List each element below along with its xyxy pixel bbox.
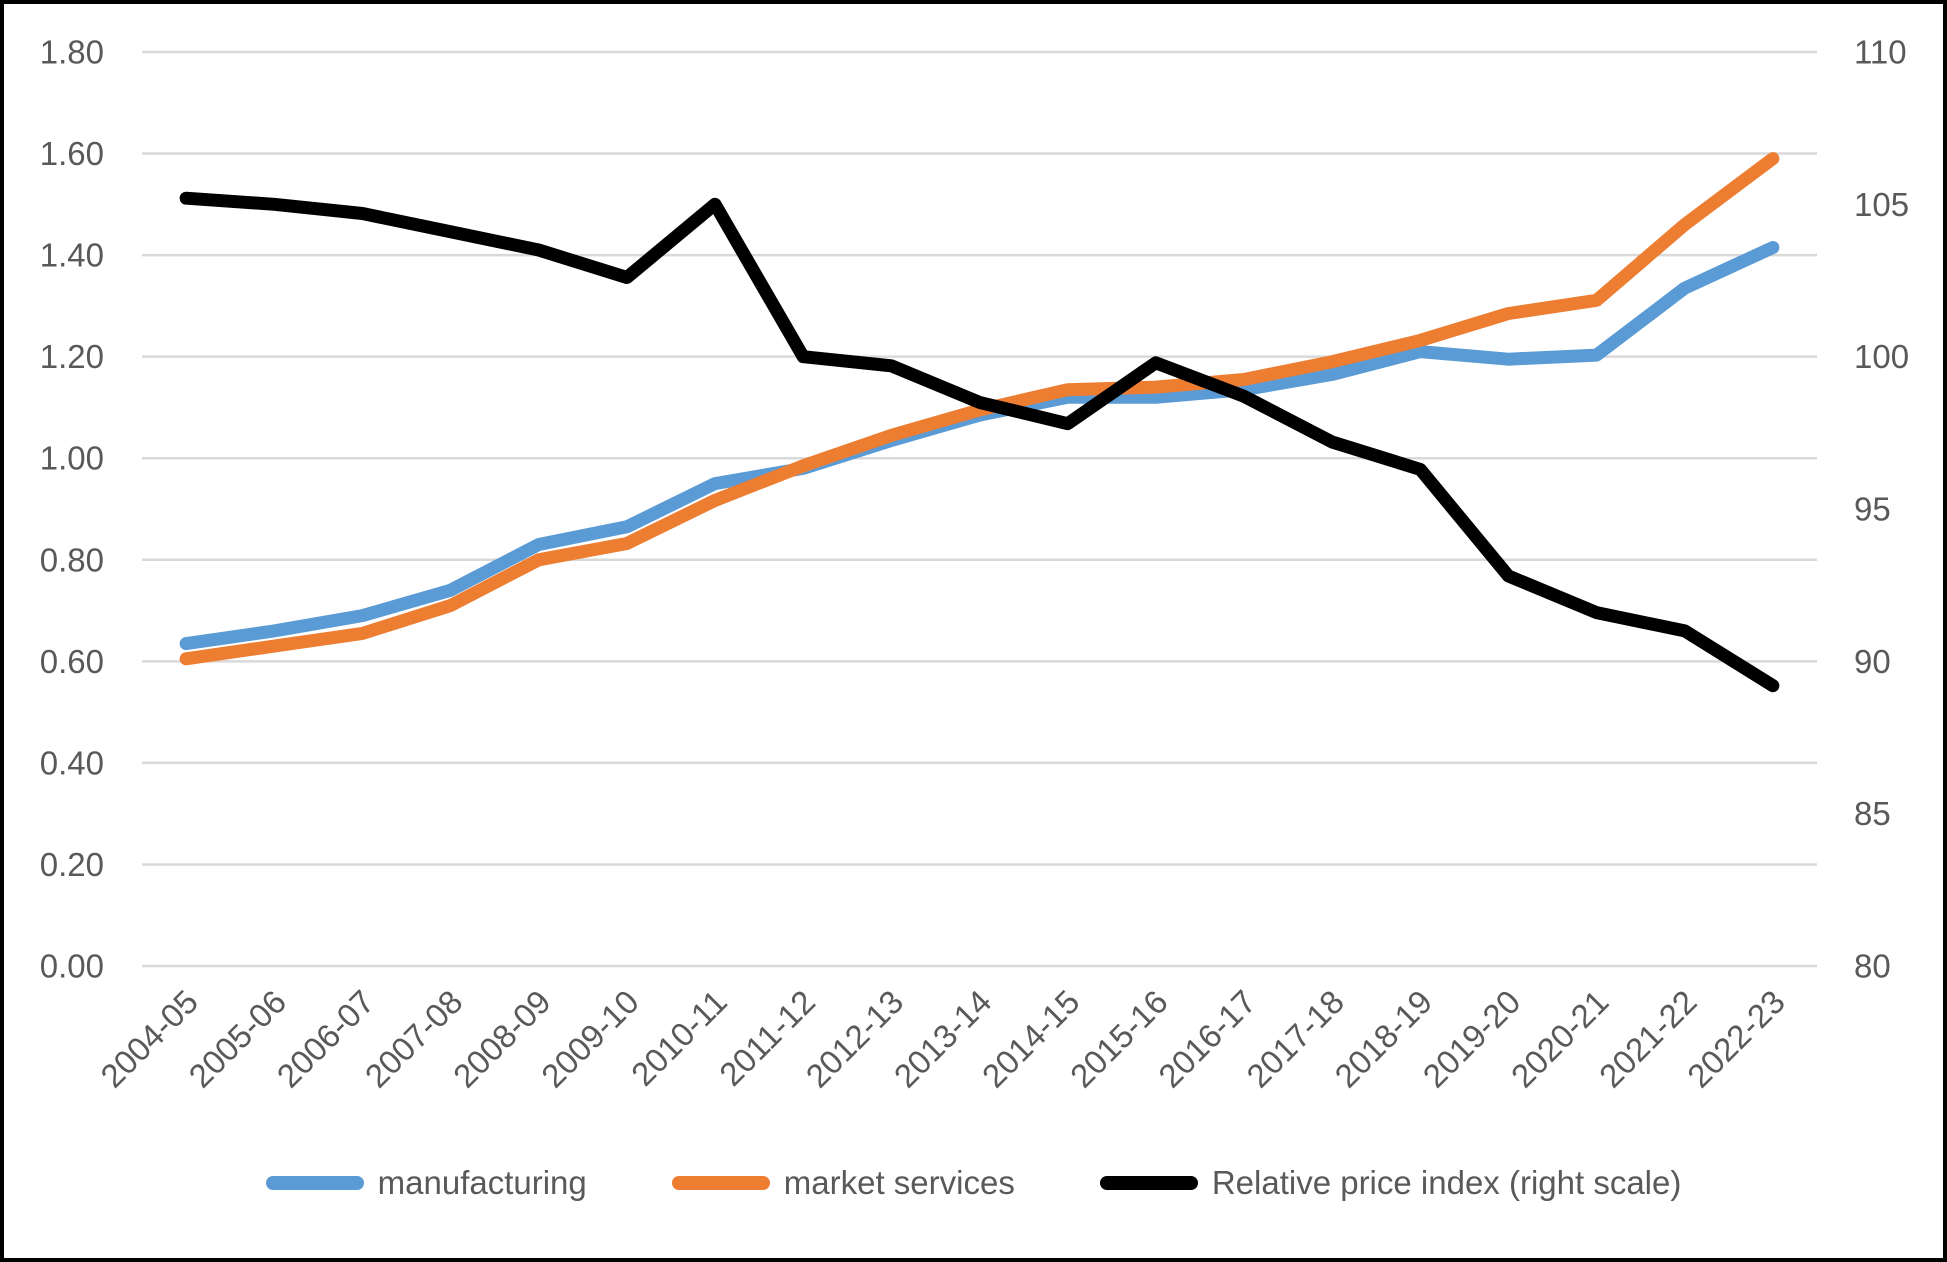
legend-swatch-manufacturing	[265, 1176, 364, 1190]
y-axis-label-left: 1.60	[40, 135, 104, 172]
x-axis-label: 2006-07	[270, 983, 382, 1095]
x-axis-label: 2010-11	[624, 983, 734, 1093]
x-axis-label: 2020-21	[1504, 983, 1616, 1095]
x-axis-label: 2009-10	[534, 983, 646, 1095]
y-axis-label-left: 1.00	[40, 440, 104, 477]
y-axis-label-right: 90	[1854, 643, 1891, 680]
series-line-market-services	[179, 152, 1780, 666]
chart-legend: manufacturing market services Relative p…	[4, 1164, 1943, 1202]
x-axis-label: 2019-20	[1416, 983, 1528, 1095]
x-axis-label: 2015-16	[1063, 983, 1175, 1095]
legend-label-manufacturing: manufacturing	[377, 1164, 587, 1201]
y-axis-label-left: 0.00	[40, 948, 104, 985]
legend-item-manufacturing: manufacturing	[265, 1164, 587, 1202]
x-axis-label: 2017-18	[1239, 983, 1351, 1095]
x-axis-label: 2013-14	[887, 983, 999, 1095]
y-axis-label-right: 110	[1854, 34, 1907, 71]
series-line-relative-price-index-right-scale	[179, 191, 1780, 693]
y-axis-label-left: 0.60	[40, 643, 104, 680]
y-axis-label-left: 0.40	[40, 744, 104, 781]
x-axis-label: 2007-08	[358, 983, 470, 1095]
y-axis-label-right: 80	[1854, 948, 1891, 985]
legend-swatch-relative-price-index	[1099, 1176, 1198, 1190]
y-axis-label-left: 0.20	[40, 846, 104, 883]
legend-label-relative-price-index: Relative price index (right scale)	[1211, 1164, 1682, 1201]
y-axis-label-right: 100	[1854, 338, 1909, 375]
y-axis-label-left: 0.80	[40, 541, 104, 578]
legend-label-market-services: market services	[783, 1164, 1015, 1201]
y-axis-label-left: 1.20	[40, 338, 104, 375]
y-axis-label-right: 95	[1854, 491, 1891, 528]
x-axis-label: 2004-05	[93, 983, 205, 1095]
x-axis-label: 2022-23	[1680, 983, 1792, 1095]
y-axis-label-right: 105	[1854, 186, 1909, 223]
x-axis-label: 2018-19	[1327, 983, 1439, 1095]
legend-item-market-services: market services	[671, 1164, 1015, 1202]
x-axis-label: 2014-15	[975, 983, 1087, 1095]
legend-swatch-market-services	[671, 1176, 770, 1190]
y-axis-label-right: 85	[1854, 795, 1891, 832]
x-axis-label: 2021-22	[1592, 983, 1704, 1095]
x-axis-label: 2016-17	[1151, 983, 1263, 1095]
x-axis-label: 2012-13	[798, 983, 910, 1095]
x-axis-label: 2008-09	[446, 983, 558, 1095]
x-axis-label: 2005-06	[181, 983, 293, 1095]
line-chart: 0.00 0.20 0.40 0.60 0.80 1.00 1.20 1.40 1.60 1.80…	[40, 34, 1909, 1095]
y-axis-label-left: 1.80	[40, 34, 104, 71]
legend-item-relative-price-index: Relative price index (right scale)	[1099, 1164, 1682, 1202]
y-axis-label-left: 1.40	[40, 237, 104, 274]
